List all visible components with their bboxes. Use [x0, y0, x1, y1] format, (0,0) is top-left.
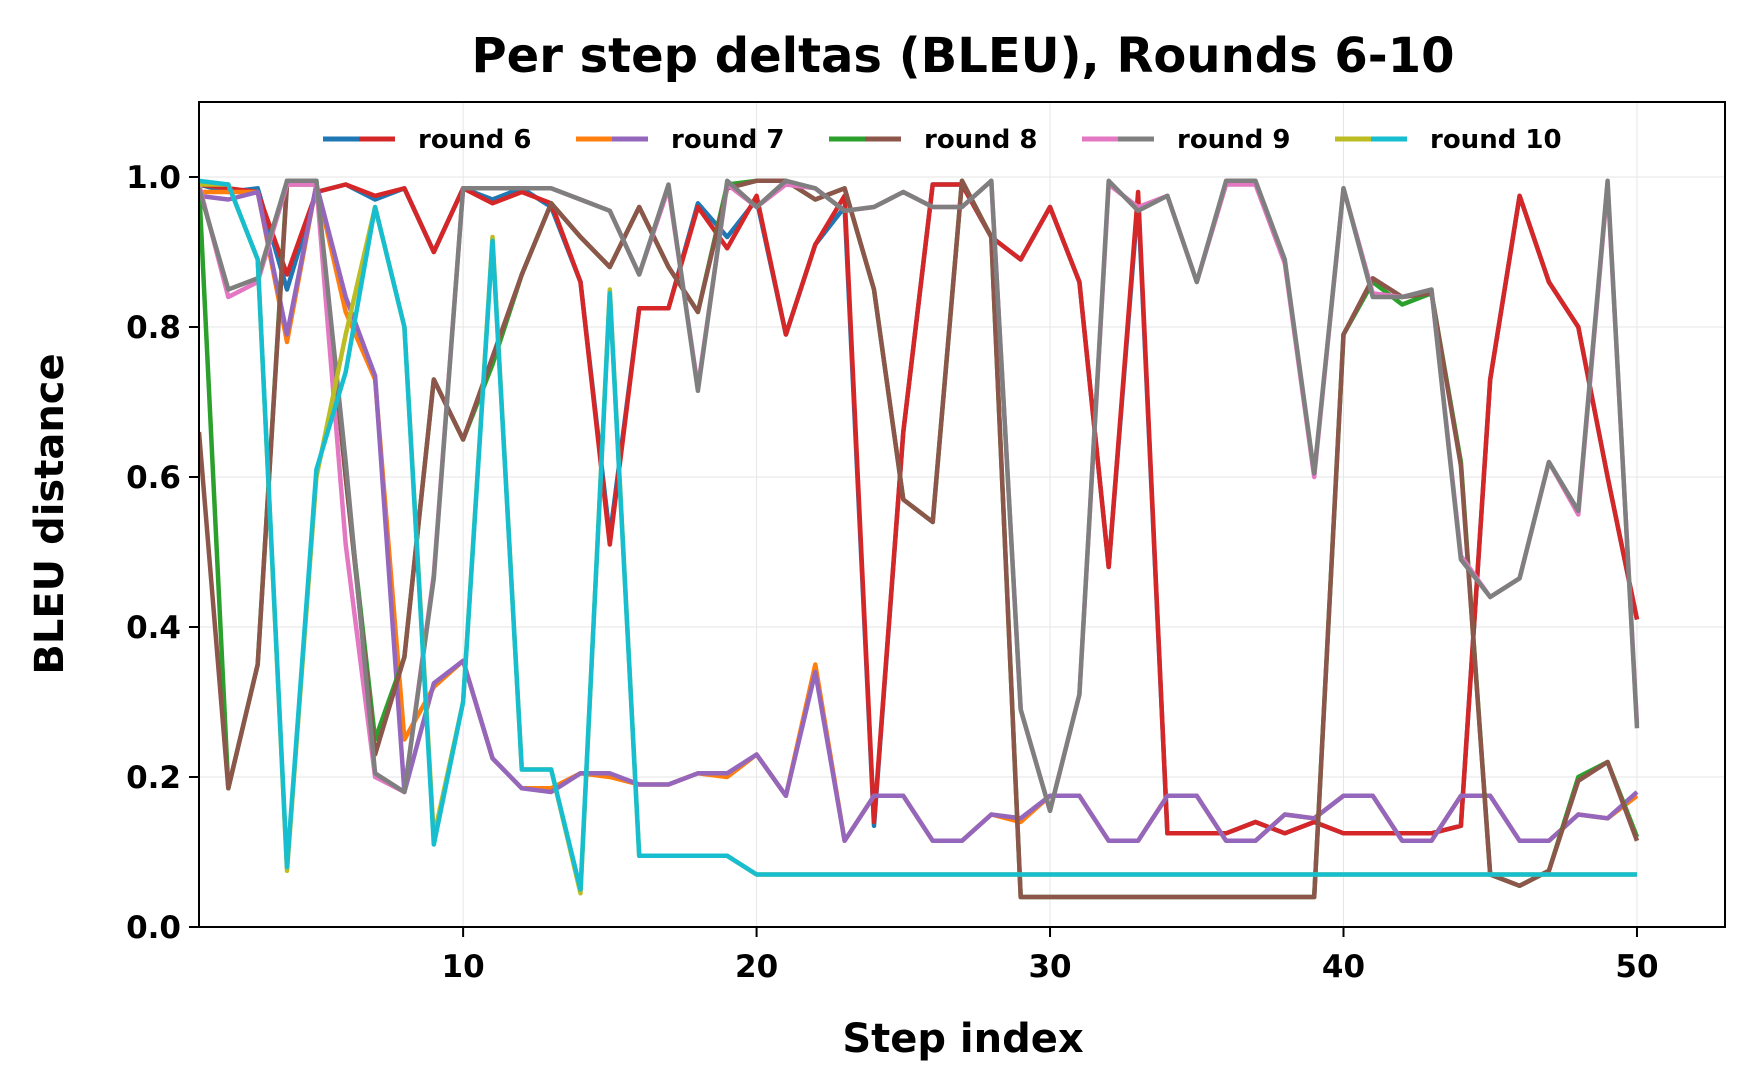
y-tick-label: 0.6 — [126, 460, 181, 496]
y-tick-label: 0.0 — [126, 910, 181, 946]
x-tick-label: 10 — [442, 949, 485, 985]
legend-label: round 8 — [924, 125, 1037, 155]
legend-entry: round 8 — [829, 125, 1037, 155]
series-group — [199, 178, 1640, 900]
legend-label: round 10 — [1430, 125, 1562, 155]
legend-label: round 9 — [1177, 125, 1290, 155]
x-tick-label: 50 — [1615, 949, 1658, 985]
x-axis-label: Step index — [842, 1016, 1084, 1062]
series-line-6 — [199, 178, 1640, 900]
chart-title: Per step deltas (BLEU), Rounds 6-10 — [471, 28, 1454, 84]
legend-label: round 7 — [671, 125, 784, 155]
series-line-4 — [199, 182, 1639, 844]
y-tick-label: 0.8 — [126, 310, 181, 346]
series-line-8 — [199, 178, 1640, 814]
y-tick-label: 0.2 — [126, 760, 181, 796]
x-tick-label: 30 — [1028, 949, 1071, 985]
legend: round 6 round 7 round 8 round 9 round 10 — [323, 125, 1562, 155]
y-tick-label: 1.0 — [126, 160, 181, 196]
legend-entry: round 9 — [1082, 125, 1290, 155]
legend-label: round 6 — [418, 125, 531, 155]
x-tick-label: 40 — [1322, 949, 1365, 985]
series-line-10 — [199, 178, 1637, 892]
legend-entry: round 6 — [323, 125, 531, 155]
legend-entry: round 10 — [1335, 125, 1562, 155]
axis-ticks: 10 20 30 40 50 0.0 0.2 0.4 0.6 0.8 1.0 — [126, 160, 1658, 985]
plot-frame — [198, 101, 1726, 928]
y-axis-label: BLEU distance — [27, 353, 73, 674]
y-tick-label: 0.4 — [126, 610, 181, 646]
legend-entry: round 7 — [576, 125, 784, 155]
x-tick-label: 20 — [735, 949, 778, 985]
